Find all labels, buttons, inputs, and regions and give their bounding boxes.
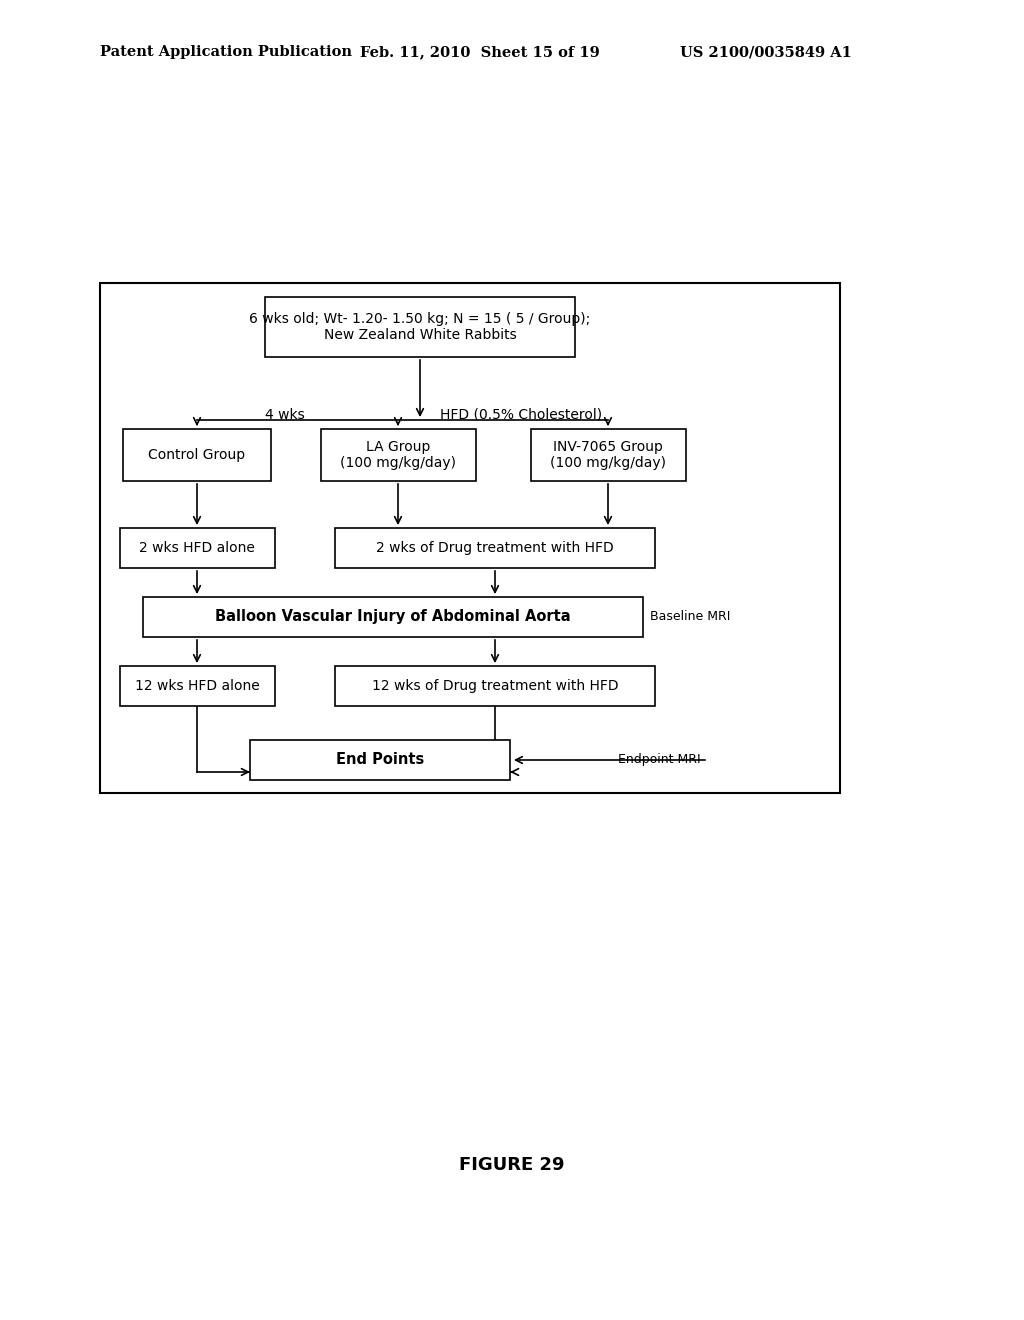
Text: 12 wks of Drug treatment with HFD: 12 wks of Drug treatment with HFD	[372, 678, 618, 693]
Text: US 2100/0035849 A1: US 2100/0035849 A1	[680, 45, 852, 59]
Text: 12 wks HFD alone: 12 wks HFD alone	[134, 678, 259, 693]
Bar	[335, 667, 655, 706]
Text: Control Group: Control Group	[148, 447, 246, 462]
Bar	[123, 429, 271, 480]
Text: 2 wks of Drug treatment with HFD: 2 wks of Drug treatment with HFD	[376, 541, 613, 554]
Text: End Points: End Points	[336, 752, 424, 767]
Bar	[265, 297, 575, 356]
Text: HFD (0.5% Cholesterol): HFD (0.5% Cholesterol)	[440, 408, 602, 422]
Text: LA Group
(100 mg/kg/day): LA Group (100 mg/kg/day)	[340, 440, 456, 470]
Bar	[120, 667, 274, 706]
Bar	[321, 429, 475, 480]
Text: Endpoint MRI: Endpoint MRI	[618, 754, 700, 767]
Text: 4 wks: 4 wks	[265, 408, 305, 422]
Bar	[530, 429, 685, 480]
Bar	[250, 741, 510, 780]
Text: Balloon Vascular Injury of Abdominal Aorta: Balloon Vascular Injury of Abdominal Aor…	[215, 610, 570, 624]
Text: FIGURE 29: FIGURE 29	[459, 1156, 565, 1173]
Text: Feb. 11, 2010  Sheet 15 of 19: Feb. 11, 2010 Sheet 15 of 19	[360, 45, 600, 59]
Bar	[335, 528, 655, 568]
Text: 6 wks old; Wt- 1.20- 1.50 kg; N = 15 ( 5 / Group);
New Zealand White Rabbits: 6 wks old; Wt- 1.20- 1.50 kg; N = 15 ( 5…	[250, 312, 591, 342]
Bar	[120, 528, 274, 568]
Text: 2 wks HFD alone: 2 wks HFD alone	[139, 541, 255, 554]
Bar	[100, 282, 840, 793]
Text: INV-7065 Group
(100 mg/kg/day): INV-7065 Group (100 mg/kg/day)	[550, 440, 666, 470]
Text: Patent Application Publication: Patent Application Publication	[100, 45, 352, 59]
Bar	[143, 597, 643, 638]
Text: Baseline MRI: Baseline MRI	[650, 610, 730, 623]
